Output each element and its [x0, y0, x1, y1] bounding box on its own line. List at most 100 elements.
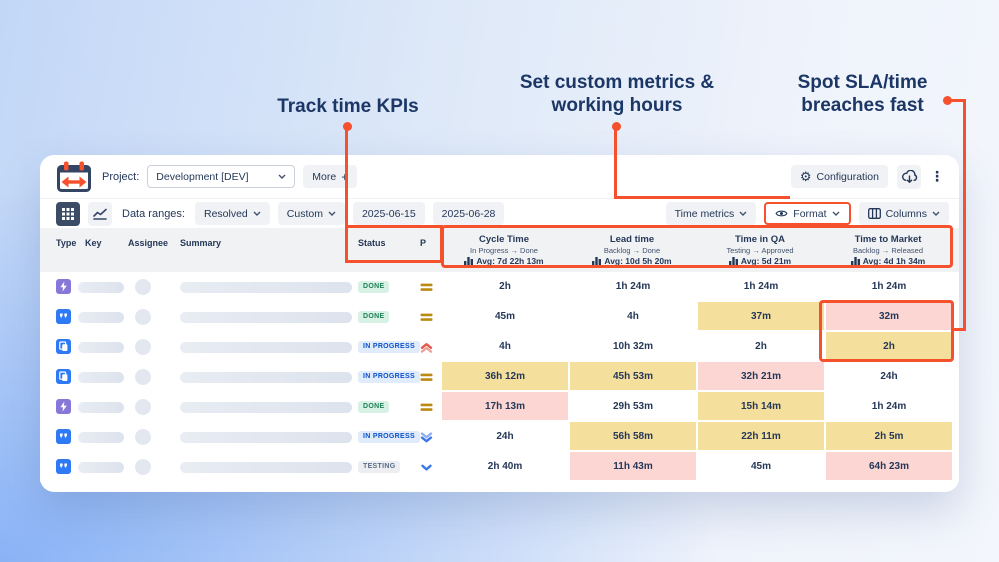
metric-value-cell: 56h 58m [568, 422, 696, 452]
avatar [135, 369, 151, 385]
issue-key-placeholder [78, 402, 124, 413]
date-to-value: 2025-06-28 [441, 207, 496, 220]
columns-icon [867, 208, 881, 219]
date-from-button[interactable]: 2025-06-15 [352, 202, 425, 225]
metric-subtitle: Backlog → Done [603, 246, 661, 255]
metric-value-cell: 22h 11m [696, 422, 824, 452]
column-header-priority: P [420, 238, 427, 248]
table-row[interactable]: DONE 45m 4h 37m 32m [40, 302, 959, 332]
metric-value-cell: 2h 5m [824, 422, 952, 452]
table-body: DONE 2h 1h 24m 1h 24m 1h 24m DONE 45m 4h 37m 3… [40, 272, 959, 482]
time-metrics-label: Time metrics [674, 207, 735, 220]
calendar-arrows-logo [56, 161, 92, 193]
format-dropdown[interactable]: Format [764, 202, 851, 225]
bar-chart-icon [728, 256, 738, 266]
date-to-button[interactable]: 2025-06-28 [432, 202, 505, 225]
metric-value-cell: 10h 32m [568, 332, 696, 362]
metric-value-cell: 1h 24m [824, 272, 952, 302]
column-header-status: Status [358, 238, 386, 248]
project-select[interactable]: Development [DEV] [147, 165, 296, 188]
custom-filter-label: Custom [286, 207, 323, 220]
bar-chart-icon [592, 256, 602, 266]
metric-headers: Cycle Time In Progress → Done Avg: 7d 22… [440, 228, 952, 272]
priority-medium-icon [420, 281, 433, 294]
format-label: Format [793, 207, 827, 220]
chart-view-button[interactable] [88, 201, 112, 226]
resolved-filter-dropdown[interactable]: Resolved [194, 202, 270, 225]
metric-subtitle: In Progress → Done [470, 246, 538, 255]
custom-filter-dropdown[interactable]: Custom [277, 202, 345, 225]
issue-key-placeholder [78, 342, 124, 353]
metric-value-cell: 4h [440, 332, 568, 362]
priority-low-icon [420, 431, 433, 444]
annotation-custom-metrics: Set custom metrics & working hours [497, 71, 737, 117]
metric-values: 17h 13m 29h 53m 15h 14m 1h 24m [440, 392, 952, 422]
metric-avg: Avg: 4d 1h 34m [862, 256, 926, 266]
metric-value-cell: 1h 24m [696, 272, 824, 302]
kebab-menu-icon[interactable]: ⋮ [930, 168, 944, 184]
resolved-filter-label: Resolved [203, 207, 248, 220]
metric-title: Time in QA [735, 234, 785, 245]
priority-medium-icon [420, 311, 433, 324]
table-row[interactable]: TESTING 2h 40m 11h 43m 45m 64h 23m [40, 452, 959, 482]
grid-view-button[interactable] [56, 201, 80, 226]
table-row[interactable]: DONE 2h 1h 24m 1h 24m 1h 24m [40, 272, 959, 302]
metric-value-cell: 45h 53m [568, 362, 696, 392]
project-label: Project: [102, 170, 140, 183]
metric-value-cell: 24h [824, 362, 952, 392]
configuration-button[interactable]: ⚙ Configuration [790, 165, 888, 188]
table-row[interactable]: IN PROGRESS 24h 56h 58m 22h 11m 2h 5m [40, 422, 959, 452]
metric-value-cell: 32m [824, 302, 952, 332]
metric-avg: Avg: 10d 5h 20m [604, 256, 672, 266]
table-row[interactable]: IN PROGRESS 36h 12m 45h 53m 32h 21m 24h [40, 362, 959, 392]
metric-header-lead-time[interactable]: Lead time Backlog → Done Avg: 10d 5h 20m [568, 228, 696, 272]
more-button[interactable]: More + [303, 165, 358, 188]
metric-header-cycle-time[interactable]: Cycle Time In Progress → Done Avg: 7d 22… [440, 228, 568, 272]
metric-value-cell: 36h 12m [440, 362, 568, 392]
metric-value-cell: 45m [440, 302, 568, 332]
avatar [135, 339, 151, 355]
connector-line [614, 196, 790, 199]
epic-icon [56, 279, 71, 294]
metric-value-cell: 15h 14m [696, 392, 824, 422]
metric-title: Lead time [609, 234, 655, 245]
chevron-down-icon [739, 211, 747, 216]
summary-placeholder [180, 282, 352, 293]
metric-value-cell: 37m [696, 302, 824, 332]
avatar [135, 279, 151, 295]
grid-view-icon [62, 207, 74, 220]
time-metrics-dropdown[interactable]: Time metrics [665, 202, 757, 225]
column-header-summary: Summary [180, 238, 222, 248]
table-row[interactable]: IN PROGRESS 4h 10h 32m 2h 2h [40, 332, 959, 362]
metric-values: 45m 4h 37m 32m [440, 302, 952, 332]
issue-key-placeholder [78, 372, 124, 383]
top-bar: Project: Development [DEV] More + ⚙ Conf… [40, 155, 959, 199]
table-row[interactable]: DONE 17h 13m 29h 53m 15h 14m 1h 24m [40, 392, 959, 422]
metric-value-cell: 32h 21m [696, 362, 824, 392]
annotation-text: Spot SLA/time [797, 72, 928, 93]
avatar [135, 309, 151, 325]
metric-avg: Avg: 5d 21m [740, 256, 792, 266]
metric-subtitle: Testing → Approved [726, 246, 794, 255]
connector-line [950, 99, 966, 102]
metric-header-time-to-market[interactable]: Time to Market Backlog → Released Avg: 4… [824, 228, 952, 272]
metric-value-cell: 2h [824, 332, 952, 362]
status-badge: IN PROGRESS [358, 430, 420, 443]
metric-header-time-in-qa[interactable]: Time in QA Testing → Approved Avg: 5d 21… [696, 228, 824, 272]
column-header-key: Key [85, 238, 102, 248]
metric-value-cell: 11h 43m [568, 452, 696, 482]
connector-line [614, 129, 617, 199]
metric-title: Time to Market [854, 234, 922, 245]
chevron-down-icon [253, 211, 261, 216]
summary-placeholder [180, 372, 352, 383]
metric-value-cell: 4h [568, 302, 696, 332]
more-button-label: More [312, 170, 337, 183]
status-badge: DONE [358, 280, 390, 293]
epic-icon [56, 399, 71, 414]
story-icon [56, 429, 71, 444]
columns-dropdown[interactable]: Columns [858, 202, 949, 225]
annotation-sla-breaches: Spot SLA/time breaches fast [760, 71, 965, 117]
export-button[interactable] [897, 164, 921, 189]
metric-value-cell: 17h 13m [440, 392, 568, 422]
